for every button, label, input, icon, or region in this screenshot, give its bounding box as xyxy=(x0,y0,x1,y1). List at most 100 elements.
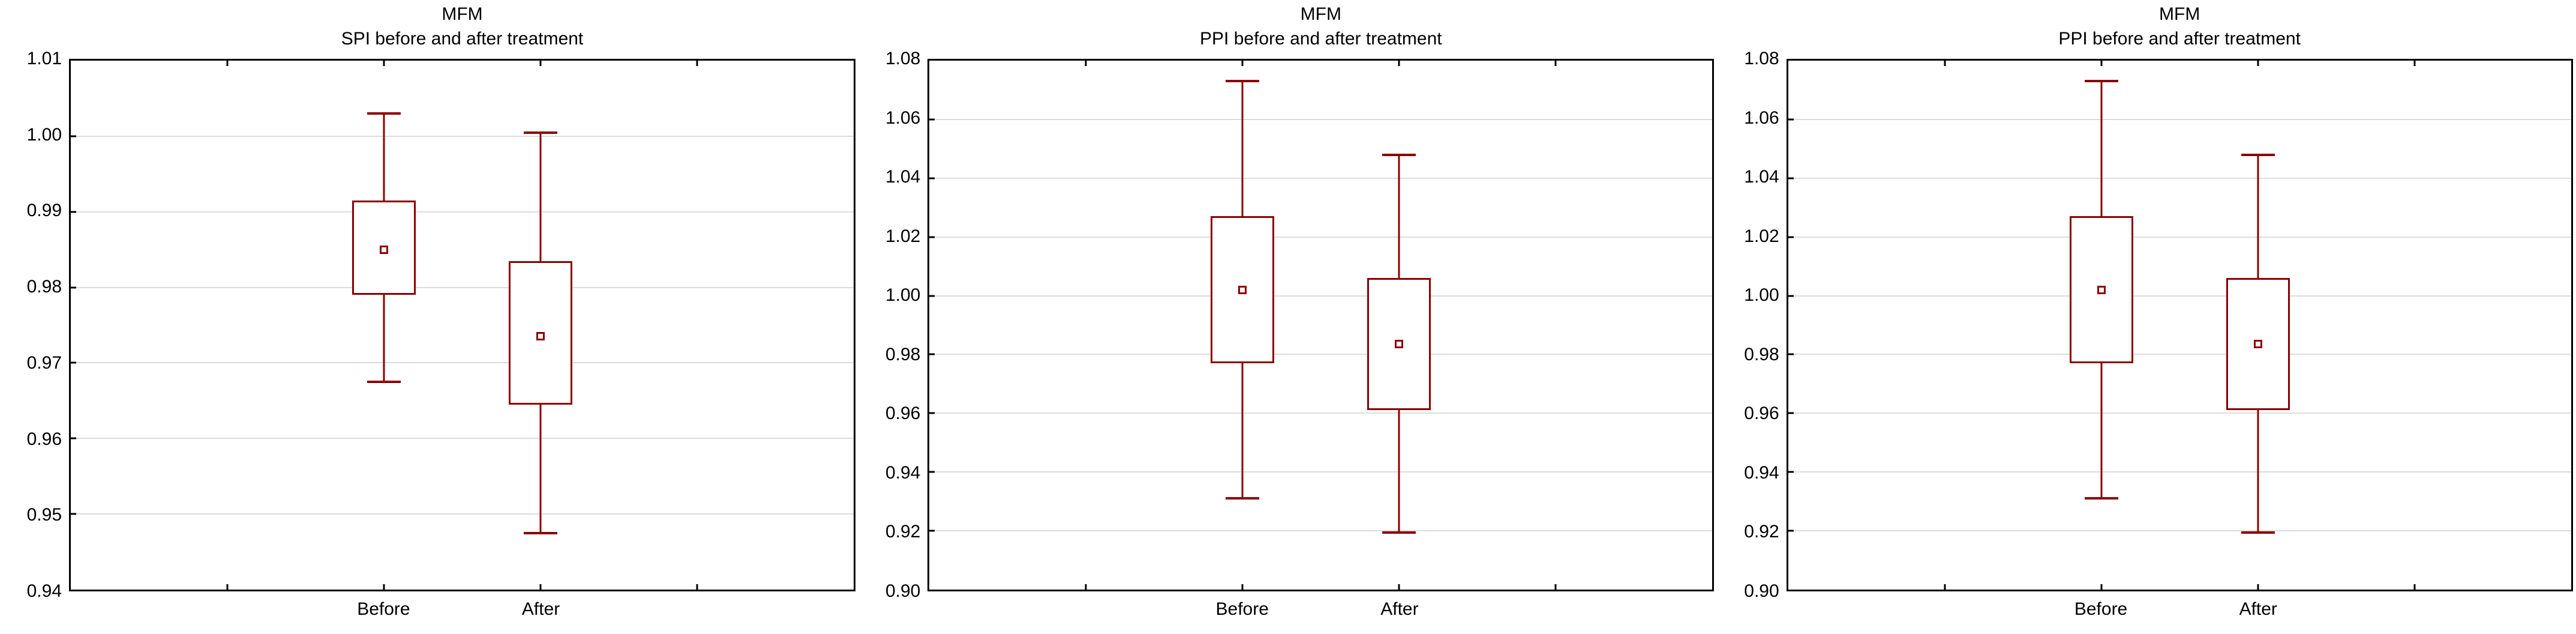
whisker-line-upper xyxy=(2257,154,2259,279)
y-axis-tick xyxy=(929,471,935,473)
y-axis-tick xyxy=(929,295,935,297)
whisker-cap-bottom xyxy=(1226,497,1260,500)
gridline xyxy=(929,530,1713,532)
plot-area xyxy=(69,59,855,591)
y-tick-label: 1.06 xyxy=(885,107,921,128)
gridline xyxy=(71,438,854,439)
whisker-line-upper xyxy=(1241,81,1244,217)
x-axis-labels: Before After xyxy=(69,599,855,622)
whisker-line-lower xyxy=(2100,363,2103,499)
gridline xyxy=(71,135,854,137)
y-tick-label: 0.96 xyxy=(1744,403,1779,424)
chart-title-line2: PPI before and after treatment xyxy=(2058,29,2301,49)
x-axis-tick-top xyxy=(1944,61,1946,66)
y-axis-tick xyxy=(1788,295,1794,297)
y-tick-label: 1.04 xyxy=(1744,167,1779,187)
gridline xyxy=(1788,295,2571,297)
x-tick-label-before: Before xyxy=(2074,599,2128,619)
y-tick-label: 0.98 xyxy=(26,277,62,297)
gridline xyxy=(929,177,1713,179)
y-tick-label: 0.96 xyxy=(26,429,62,449)
whisker-line-lower xyxy=(383,295,385,382)
x-axis-tick-bottom xyxy=(2257,584,2259,590)
y-tick-label: 1.00 xyxy=(885,285,921,306)
y-axis-tick xyxy=(71,211,76,213)
x-axis-tick-top xyxy=(383,61,385,66)
y-tick-label: 1.00 xyxy=(1744,285,1779,306)
y-tick-label: 1.02 xyxy=(885,226,921,246)
x-axis-tick-top xyxy=(1398,61,1400,66)
y-axis-tick xyxy=(929,530,935,532)
mean-marker xyxy=(1238,285,1247,294)
gridline xyxy=(1788,236,2571,238)
whisker-cap-bottom xyxy=(2084,497,2118,500)
x-axis-tick-top xyxy=(1241,61,1244,66)
y-tick-label: 0.98 xyxy=(885,344,921,364)
x-axis-tick-bottom xyxy=(226,584,229,590)
y-tick-label: 0.90 xyxy=(1744,581,1779,601)
y-axis-tick xyxy=(1788,412,1794,414)
x-tick-label-before: Before xyxy=(357,599,410,619)
y-axis-tick xyxy=(1788,177,1794,180)
mean-marker xyxy=(2097,285,2106,294)
chart-title: MFM PPI before and after treatment xyxy=(1787,2,2573,51)
whisker-line-upper xyxy=(2100,81,2103,217)
x-axis-labels: Before After xyxy=(1787,599,2573,622)
whisker-line-lower xyxy=(539,404,542,533)
y-tick-label: 1.00 xyxy=(26,124,62,145)
y-tick-label: 0.95 xyxy=(26,505,62,525)
gridline xyxy=(71,362,854,364)
gridline xyxy=(929,236,1713,238)
y-tick-label: 0.97 xyxy=(26,352,62,373)
y-tick-label: 1.06 xyxy=(1744,107,1779,128)
y-tick-label: 0.92 xyxy=(885,522,921,542)
y-tick-label: 0.96 xyxy=(885,403,921,424)
y-tick-label: 1.01 xyxy=(26,49,62,68)
y-axis-tick xyxy=(929,118,935,121)
y-axis-tick xyxy=(1788,530,1794,532)
y-tick-label: 0.98 xyxy=(1744,344,1779,364)
gridline xyxy=(71,286,854,288)
chart-title: MFM PPI before and after treatment xyxy=(927,2,1714,51)
y-axis-tick xyxy=(71,286,76,289)
gridline xyxy=(929,471,1713,473)
y-axis-tick xyxy=(71,135,76,137)
x-tick-label-before: Before xyxy=(1215,599,1269,619)
gridline xyxy=(1788,471,2571,473)
y-axis-tick xyxy=(1788,236,1794,238)
y-axis-labels: 1.08 1.06 1.04 1.02 1.00 0.98 0.96 0.94 0.92 0.90 xyxy=(858,49,921,601)
y-tick-label: 1.04 xyxy=(885,167,921,187)
x-axis-labels: Before After xyxy=(927,599,1714,622)
y-tick-label: 0.90 xyxy=(885,581,921,601)
x-tick-label-after: After xyxy=(521,599,560,619)
whisker-line-upper xyxy=(539,132,542,261)
x-axis-tick-bottom xyxy=(2100,584,2103,590)
x-axis-tick-top xyxy=(2413,61,2416,66)
gridline xyxy=(1788,118,2571,120)
boxplot-panel-spi: MFM SPI before and after treatment 1.01 1… xyxy=(0,0,858,634)
x-axis-tick-bottom xyxy=(2413,584,2416,590)
x-tick-label-after: After xyxy=(1380,599,1419,619)
y-axis-tick xyxy=(929,353,935,355)
y-axis-tick xyxy=(929,177,935,180)
gridline xyxy=(929,295,1713,297)
y-axis-tick xyxy=(929,236,935,238)
y-axis-tick xyxy=(71,513,76,515)
whisker-cap-bottom xyxy=(524,531,557,534)
x-axis-tick-bottom xyxy=(539,584,542,590)
boxplot-panel-ppi-2: MFM PPI before and after treatment 1.08 1… xyxy=(1718,0,2576,634)
chart-title: MFM SPI before and after treatment xyxy=(69,2,855,51)
y-tick-label: 1.02 xyxy=(1744,226,1779,246)
x-axis-tick-bottom xyxy=(1241,584,1244,590)
x-axis-tick-bottom xyxy=(383,584,385,590)
x-axis-tick-bottom xyxy=(1944,584,1946,590)
chart-title-line1: MFM xyxy=(2159,4,2200,24)
whisker-line-upper xyxy=(1398,154,1400,279)
y-axis-tick xyxy=(1788,471,1794,473)
y-axis-tick xyxy=(1788,118,1794,121)
y-tick-label: 0.94 xyxy=(1744,462,1779,483)
chart-title-line2: PPI before and after treatment xyxy=(1200,29,1442,49)
x-axis-tick-top xyxy=(1554,61,1557,66)
gridline xyxy=(1788,530,2571,532)
